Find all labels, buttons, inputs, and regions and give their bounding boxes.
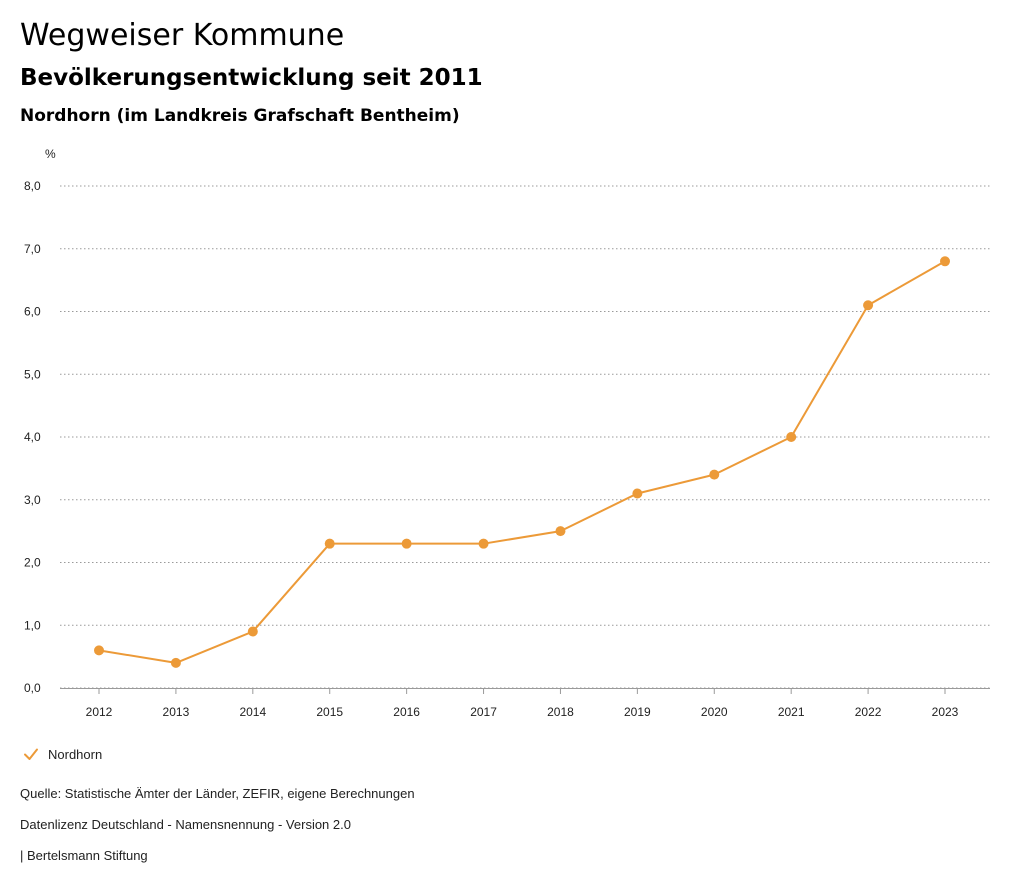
data-point[interactable] (401, 538, 412, 549)
y-tick-label: 1,0 (24, 618, 41, 632)
page-title: Wegweiser Kommune (20, 18, 345, 53)
y-tick-label: 7,0 (24, 242, 41, 256)
x-tick-label: 2023 (932, 705, 959, 719)
credit-note: | Bertelsmann Stiftung (20, 848, 148, 863)
series-line-nordhorn (98, 260, 946, 664)
y-tick-label: 3,0 (24, 493, 41, 507)
chart-grid (60, 185, 990, 689)
x-tick-label: 2014 (239, 705, 266, 719)
source-note: Quelle: Statistische Ämter der Länder, Z… (20, 786, 415, 801)
y-tick-label: 0,0 (24, 681, 41, 695)
chart-series (94, 256, 950, 668)
data-point[interactable] (709, 469, 720, 480)
check-icon (24, 748, 38, 760)
data-point[interactable] (324, 538, 335, 549)
data-point[interactable] (247, 626, 258, 637)
data-point[interactable] (170, 657, 181, 668)
x-tick-label: 2022 (855, 705, 882, 719)
x-tick-label: 2015 (316, 705, 343, 719)
y-axis-unit: % (45, 147, 56, 161)
data-point[interactable] (555, 526, 566, 537)
data-point[interactable] (632, 488, 643, 499)
line-chart: %0,01,02,03,04,05,06,07,08,0 2012 2013 201… (24, 147, 990, 719)
chart-subtitle: Bevölkerungsentwicklung seit 2011 (20, 65, 483, 91)
x-axis: 2012 2013 2014 2015 2016 2017 2018 2019 2020 2021… (60, 688, 990, 719)
legend-label: Nordhorn (48, 746, 103, 762)
x-tick-label: 2012 (86, 705, 113, 719)
data-point[interactable] (478, 538, 489, 549)
x-tick-label: 2021 (778, 705, 805, 719)
x-tick-label: 2020 (701, 705, 728, 719)
y-tick-label: 8,0 (24, 179, 41, 193)
x-tick-label: 2013 (163, 705, 190, 719)
x-tick-label: 2018 (547, 705, 574, 719)
data-point[interactable] (786, 432, 797, 442)
x-tick-label: 2019 (624, 705, 651, 719)
region-label: Nordhorn (im Landkreis Grafschaft Benthe… (20, 106, 460, 126)
y-axis: % 0,0 1,0 2,0 3,0 4,0 5,0 6,0 7,0 8,0 (24, 147, 56, 695)
x-tick-label: 2017 (470, 705, 497, 719)
y-tick-label: 5,0 (24, 367, 41, 381)
data-point[interactable] (863, 300, 874, 311)
data-point[interactable] (940, 256, 950, 267)
chart-legend[interactable]: Nordhorn (22, 744, 102, 764)
license-note: Datenlizenz Deutschland - Namensnennung … (20, 817, 351, 832)
y-tick-label: 2,0 (24, 556, 41, 570)
x-tick-label: 2016 (393, 705, 420, 719)
data-point[interactable] (94, 645, 104, 656)
y-tick-label: 6,0 (24, 305, 41, 319)
y-tick-label: 4,0 (24, 430, 41, 444)
